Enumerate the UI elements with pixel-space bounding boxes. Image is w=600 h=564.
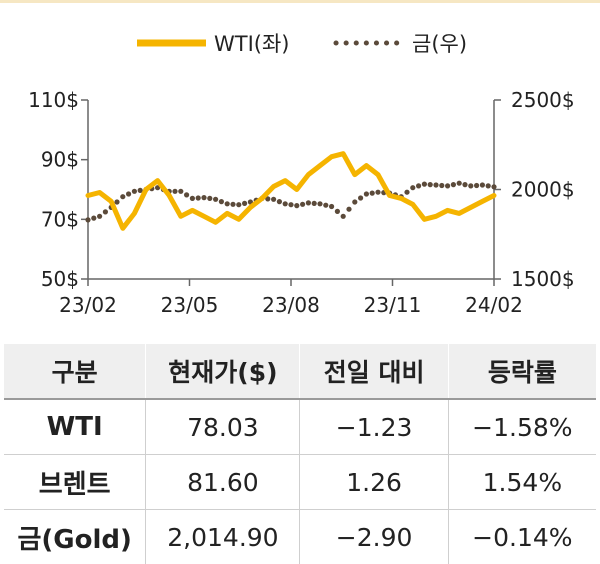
gold-point-mid <box>126 191 131 196</box>
gold-point-mid <box>416 183 421 188</box>
wti-line <box>88 154 494 229</box>
cell-change: −1.23 <box>300 399 448 455</box>
cell-change: 1.26 <box>300 455 448 510</box>
gold-point <box>294 203 299 208</box>
cell-price: 78.03 <box>146 399 300 455</box>
header-current-price: 현재가($) <box>146 344 300 399</box>
gold-point <box>445 183 450 188</box>
price-table: 구분 현재가($) 전일 대비 등락률 WTI 78.03 −1.23 −1.5… <box>4 344 596 564</box>
gold-point <box>410 185 415 190</box>
chart-legend: WTI(좌) 금(우) <box>137 32 467 56</box>
gold-point-mid <box>370 191 375 196</box>
gold-point-mid <box>474 183 479 188</box>
gold-point <box>178 189 183 194</box>
left-tick-label: 110$ <box>28 88 79 112</box>
x-tick-label: 23/11 <box>364 293 422 317</box>
gold-point-mid <box>312 201 317 206</box>
gold-point-mid <box>300 202 305 207</box>
legend-label-wti: WTI(좌) <box>214 32 290 56</box>
x-tick-label: 23/02 <box>59 293 117 317</box>
gold-point <box>271 197 276 202</box>
cell-change: −2.90 <box>300 510 448 564</box>
gold-point-mid <box>462 182 467 187</box>
left-tick-label: 50$ <box>41 267 79 291</box>
gold-point-mid <box>323 203 328 208</box>
gold-point-mid <box>346 207 351 212</box>
gold-point <box>341 214 346 219</box>
price-chart: WTI(좌) 금(우) 50$ 70$ 90$ 110$ 1500$ 2000$ 2500… <box>0 0 600 340</box>
gold-point-mid <box>103 209 108 214</box>
gold-point-mid <box>451 182 456 187</box>
gold-point-mid <box>172 189 177 194</box>
gold-point <box>306 200 311 205</box>
header-category: 구분 <box>4 344 146 399</box>
row-label: WTI <box>4 399 146 455</box>
gold-point-mid <box>91 216 96 221</box>
gold-point <box>480 182 485 187</box>
gold-point-mid <box>184 192 189 197</box>
gold-point <box>317 201 322 206</box>
right-tick-label: 1500$ <box>511 267 575 291</box>
right-tick-label: 2500$ <box>511 88 575 112</box>
gold-point-mid <box>114 199 119 204</box>
x-tick-label: 23/08 <box>262 293 320 317</box>
gold-point-mid <box>288 202 293 207</box>
series-layer <box>85 154 496 229</box>
gold-point <box>491 184 496 189</box>
cell-price: 81.60 <box>146 455 300 510</box>
cell-rate: −1.58% <box>448 399 596 455</box>
gold-point-mid <box>404 190 409 195</box>
legend-label-gold: 금(우) <box>412 32 467 56</box>
gold-point-mid <box>242 201 247 206</box>
gold-point <box>97 214 102 219</box>
row-label: 브렌트 <box>4 455 146 510</box>
gold-point-mid <box>439 183 444 188</box>
header-change-rate: 등락률 <box>448 344 596 399</box>
table-row-gold: 금(Gold) 2,014.90 −2.90 −0.14% <box>4 510 596 564</box>
gold-point-mid <box>207 196 212 201</box>
right-axis-ticks: 1500$ 2000$ 2500$ <box>494 88 575 291</box>
gold-point-mid <box>219 199 224 204</box>
table-row-brent: 브렌트 81.60 1.26 1.54% <box>4 455 596 510</box>
gold-point <box>190 196 195 201</box>
gold-point <box>132 189 137 194</box>
gold-point <box>422 182 427 187</box>
cell-rate: −0.14% <box>448 510 596 564</box>
gold-point <box>120 194 125 199</box>
right-tick-label: 2000$ <box>511 178 575 202</box>
row-label: 금(Gold) <box>4 510 146 564</box>
table-header-row: 구분 현재가($) 전일 대비 등락률 <box>4 344 596 399</box>
gold-point-mid <box>277 199 282 204</box>
gold-point <box>283 201 288 206</box>
x-axis-ticks: 23/02 23/05 23/08 23/11 24/02 <box>59 279 523 317</box>
table-row-wti: WTI 78.03 −1.23 −1.58% <box>4 399 596 455</box>
gold-point <box>236 202 241 207</box>
gold-point-mid <box>196 195 201 200</box>
left-tick-label: 90$ <box>41 148 79 172</box>
gold-point <box>329 204 334 209</box>
gold-point <box>457 181 462 186</box>
gold-point <box>433 182 438 187</box>
gold-point-mid <box>358 195 363 200</box>
gold-point <box>213 197 218 202</box>
gold-point <box>352 199 357 204</box>
x-tick-label: 24/02 <box>465 293 523 317</box>
gold-point-mid <box>230 202 235 207</box>
gold-point-mid <box>428 182 433 187</box>
gold-point <box>468 183 473 188</box>
gold-point <box>85 217 90 222</box>
gold-point <box>201 195 206 200</box>
gold-point-mid <box>486 183 491 188</box>
cell-price: 2,014.90 <box>146 510 300 564</box>
gold-point <box>225 201 230 206</box>
left-tick-label: 70$ <box>41 207 79 231</box>
gold-point <box>364 191 369 196</box>
header-daily-change: 전일 대비 <box>300 344 448 399</box>
x-tick-label: 23/05 <box>161 293 219 317</box>
cell-rate: 1.54% <box>448 455 596 510</box>
gold-point <box>375 190 380 195</box>
gold-point-mid <box>335 209 340 214</box>
left-axis-ticks: 50$ 70$ 90$ 110$ <box>28 88 88 291</box>
